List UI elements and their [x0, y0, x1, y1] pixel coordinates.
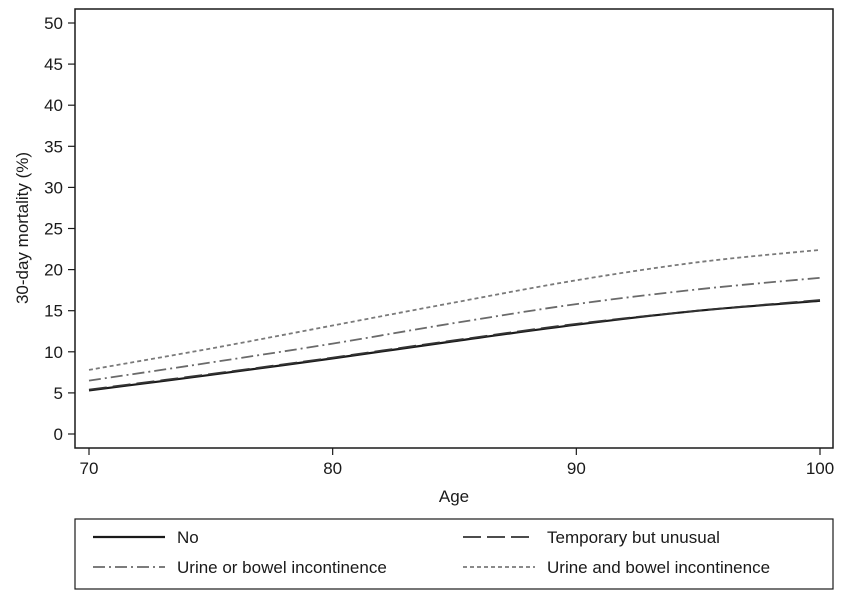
- series-lines: [88, 249, 821, 392]
- y-tick-label: 5: [54, 384, 63, 403]
- series-line-3: [88, 276, 821, 382]
- y-axis: 0 5 10 15 20 25 30 35 40 45 50: [44, 14, 75, 444]
- y-tick-label: 45: [44, 55, 63, 74]
- x-axis: 70 80 90 100: [80, 448, 834, 478]
- legend-label-1: No: [177, 528, 199, 547]
- legend-label-4: Urine and bowel incontinence: [547, 558, 770, 577]
- y-tick-label: 15: [44, 302, 63, 321]
- x-axis-title: Age: [439, 487, 469, 506]
- series-line-2: [88, 299, 821, 391]
- x-tick-label: 100: [806, 459, 834, 478]
- y-tick-label: 40: [44, 96, 63, 115]
- y-tick-label: 0: [54, 425, 63, 444]
- x-tick-label: 80: [323, 459, 342, 478]
- y-tick-label: 50: [44, 14, 63, 33]
- x-tick-label: 70: [80, 459, 99, 478]
- legend: [74, 518, 834, 590]
- y-tick-label: 25: [44, 220, 63, 239]
- plot-frame: [74, 8, 834, 449]
- series-line-4: [88, 249, 821, 371]
- legend-items: No Temporary but unusual Urine or bowel in…: [93, 528, 770, 577]
- y-tick-label: 35: [44, 137, 63, 156]
- y-axis-title: 30-day mortality (%): [13, 152, 32, 304]
- x-tick-label: 90: [567, 459, 586, 478]
- legend-label-2: Temporary but unusual: [547, 528, 720, 547]
- y-tick-label: 20: [44, 261, 63, 280]
- legend-label-3: Urine or bowel incontinence: [177, 558, 387, 577]
- y-tick-label: 30: [44, 178, 63, 197]
- y-tick-label: 10: [44, 343, 63, 362]
